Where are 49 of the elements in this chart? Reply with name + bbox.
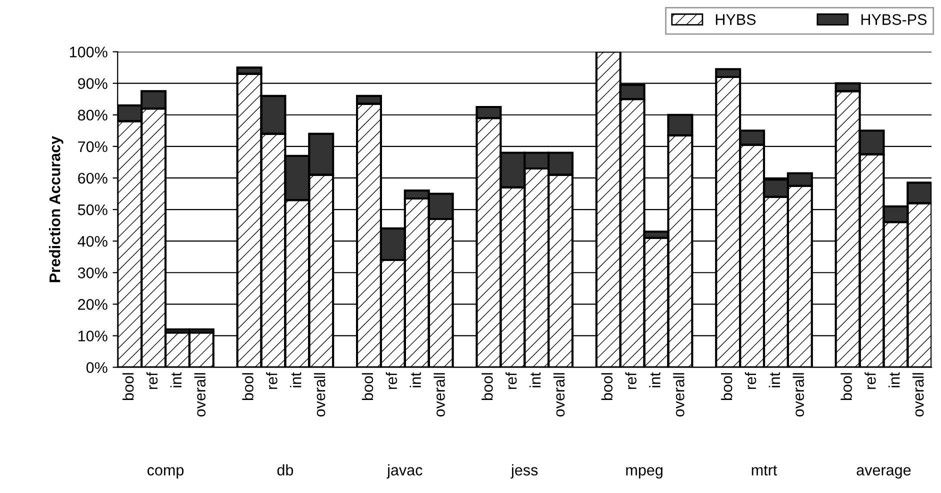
x-tick-label: ref [266,372,278,389]
legend-label: HYBS [716,14,756,25]
x-tick-label: int [410,372,421,388]
y-tick-label: 10% [78,330,108,342]
text: average [856,467,911,479]
y-tick-label: 70% [78,141,108,152]
y-tick-label: 90% [78,78,108,90]
y-tick-label: 40% [78,236,108,247]
x-tick-label: ref [386,372,398,389]
x-tick-label: overall [434,373,445,417]
x-tick-label: overall [912,373,924,417]
y-tick-label: 60% [78,172,108,184]
y-tick-label: 100% [70,46,108,58]
x-tick-label: int [768,372,780,388]
y-tick-label: 20% [78,299,108,310]
x-tick-label: ref [625,372,636,389]
x-tick-label: overall [314,373,326,417]
y-axis-title: Prediction Accuracy [49,136,64,282]
x-tick-label: overall [792,373,804,417]
x-tick-label: ref [146,372,158,389]
x-tick-label: ref [744,372,756,389]
x-tick-label: int [649,372,660,388]
x-tick-label: bool [242,373,254,400]
x-tick-label: ref [506,372,517,389]
x-tick-label: ref [864,372,876,389]
x-tick-label: bool [482,373,493,400]
y-tick-label: 50% [78,204,108,216]
x-tick-label: bool [362,373,374,400]
text: mtrt [752,465,778,476]
x-tick-label: int [290,372,302,388]
text: jess [510,464,538,479]
x-tick-label: overall [553,373,565,417]
x-tick-label: overall [673,373,684,417]
x-tick-label: bool [720,373,732,400]
x-tick-label: bool [601,373,612,400]
x-tick-label: bool [840,373,852,400]
text: comp [147,467,184,479]
y-tick-label: 80% [78,110,108,121]
text: javac [386,464,422,479]
text: mpeg [626,467,662,479]
y-tick-label: 0% [86,362,108,373]
x-tick-label: overall [194,373,206,417]
x-tick-label: bool [122,373,134,400]
x-tick-label: int [888,372,900,388]
legend-label: HYBS-PS [861,14,927,25]
x-tick-label: int [170,372,182,388]
text: db [277,464,294,476]
y-tick-label: 30% [78,267,108,278]
x-tick-label: int [529,372,541,388]
